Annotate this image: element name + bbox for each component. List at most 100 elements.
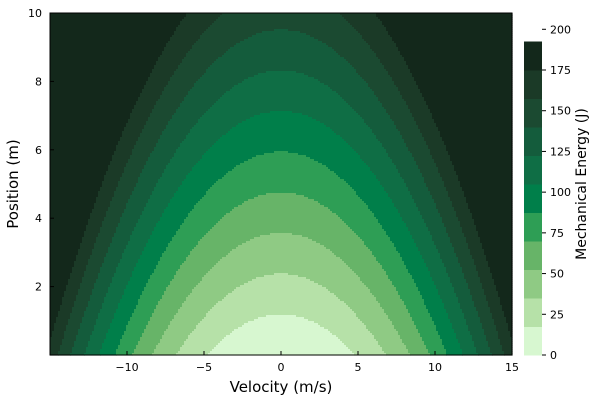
- contour-cell: [474, 263, 489, 266]
- contour-cell: [452, 161, 513, 164]
- contour-cell: [64, 335, 77, 338]
- contour-cell: [448, 315, 465, 318]
- contour-cell: [398, 291, 421, 294]
- contour-cell: [344, 301, 379, 304]
- contour-cell: [420, 89, 513, 92]
- contour-cell: [406, 223, 427, 226]
- contour-cell: [436, 165, 455, 168]
- contour-cell: [186, 299, 223, 302]
- contour-cell: [166, 289, 193, 292]
- contour-cell: [432, 197, 451, 200]
- contour-cell: [180, 21, 215, 24]
- contour-cell: [160, 137, 187, 140]
- contour-cell: [308, 75, 361, 78]
- contour-cell: [50, 115, 131, 118]
- contour-cell: [390, 239, 415, 242]
- contour-cell: [96, 239, 113, 242]
- contour-cell: [256, 277, 307, 280]
- contour-cell: [350, 145, 383, 148]
- contour-cell: [152, 193, 175, 196]
- contour-cell: [70, 277, 83, 280]
- contour-cell: [462, 227, 477, 230]
- contour-cell: [144, 207, 167, 210]
- contour-cell: [202, 75, 255, 78]
- contour-cell: [130, 235, 151, 238]
- contour-cell: [232, 291, 331, 294]
- contour-cell: [110, 283, 129, 286]
- contour-cell: [320, 243, 365, 246]
- contour-cell: [488, 341, 501, 344]
- contour-cell: [452, 283, 469, 286]
- contour-cell: [78, 293, 93, 296]
- contour-cell: [88, 305, 103, 308]
- contour-cell: [50, 219, 89, 222]
- contour-cell: [388, 113, 413, 116]
- contour-cell: [458, 177, 513, 180]
- contour-cell: [88, 341, 105, 344]
- contour-cell: [198, 243, 243, 246]
- contour-cell: [488, 261, 513, 264]
- contour-cell: [110, 323, 129, 326]
- contour-cell: [502, 309, 513, 312]
- colorbar-swatch: [524, 298, 542, 327]
- contour-cell: [472, 257, 487, 260]
- contour-cell: [504, 313, 513, 316]
- contour-cell: [212, 63, 351, 66]
- contour-cell: [104, 257, 123, 260]
- contour-cell: [50, 301, 63, 304]
- contour-cell: [152, 111, 177, 114]
- contour-cell: [444, 303, 461, 306]
- contour-cell: [470, 333, 485, 336]
- contour-cell: [62, 297, 77, 300]
- contour-cell: [172, 279, 203, 282]
- contour-cell: [478, 233, 513, 236]
- contour-cell: [494, 281, 513, 284]
- contour-cell: [50, 257, 77, 260]
- contour-cell: [200, 281, 249, 284]
- contour-cell: [182, 303, 217, 306]
- contour-cell: [466, 281, 481, 284]
- contour-cell: [50, 51, 163, 54]
- contour-cell: [248, 159, 315, 162]
- contour-cell: [342, 15, 377, 18]
- contour-cell: [70, 313, 85, 316]
- contour-cell: [112, 321, 129, 324]
- contour-cell: [368, 43, 397, 46]
- contour-cell: [310, 35, 363, 38]
- contour-cell: [388, 31, 513, 34]
- contour-cell: [422, 175, 441, 178]
- contour-cell: [254, 75, 309, 78]
- contour-cell: [176, 273, 207, 276]
- contour-cell: [240, 285, 323, 288]
- contour-cell: [228, 131, 335, 134]
- contour-cell: [492, 277, 513, 280]
- contour-cell: [156, 101, 183, 104]
- contour-cell: [198, 323, 245, 326]
- contour-cell: [456, 255, 473, 258]
- contour-cell: [70, 315, 85, 318]
- contour-cell: [470, 289, 485, 292]
- contour-cell: [468, 325, 483, 328]
- contour-cell: [202, 279, 253, 282]
- contour-cell: [366, 41, 395, 44]
- contour-cell: [206, 193, 267, 196]
- contour-cell: [214, 225, 349, 228]
- contour-cell: [232, 87, 331, 90]
- contour-cell: [126, 163, 147, 166]
- contour-cell: [122, 131, 143, 134]
- contour-cell: [346, 141, 381, 144]
- contour-cell: [102, 307, 119, 310]
- contour-cell: [474, 301, 489, 304]
- contour-cell: [110, 161, 129, 164]
- contour-cell: [126, 165, 145, 168]
- contour-cell: [248, 37, 315, 40]
- contour-cell: [452, 163, 513, 166]
- contour-cell: [482, 245, 513, 248]
- contour-cell: [432, 195, 449, 198]
- contour-cell: [386, 109, 411, 112]
- contour-cell: [192, 87, 233, 90]
- contour-cell: [454, 289, 471, 292]
- contour-cell: [194, 205, 239, 208]
- contour-cell: [50, 65, 155, 68]
- contour-cell: [480, 319, 495, 322]
